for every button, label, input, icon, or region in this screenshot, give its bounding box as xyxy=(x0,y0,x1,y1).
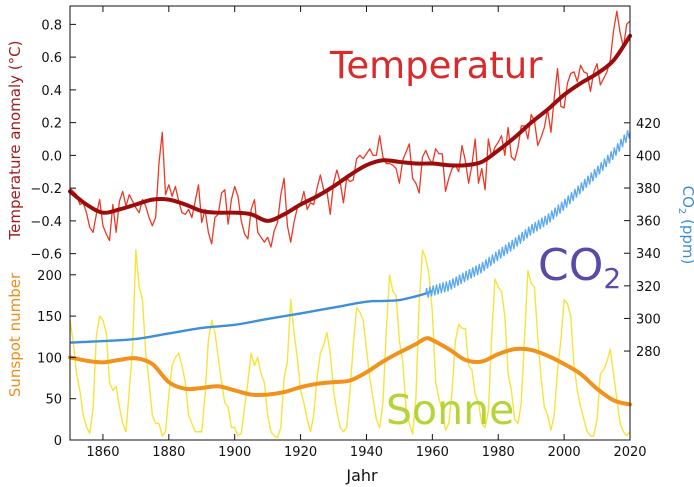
x-tick-label: 1860 xyxy=(86,445,119,460)
plot-frame xyxy=(69,5,631,441)
x-tick-label: 1980 xyxy=(482,445,515,460)
temperature-tick-label: 0.2 xyxy=(41,117,62,132)
x-tick-label: 1940 xyxy=(350,445,383,460)
temperature-smoothed-line xyxy=(68,33,632,223)
co2-tick-label: 280 xyxy=(636,345,661,360)
co2-axis-title: CO2 (ppm) xyxy=(676,186,694,265)
sunspot-series xyxy=(68,249,632,439)
temperature-tick-label: −0.4 xyxy=(30,215,62,230)
co2-annotation-sub: 2 xyxy=(603,262,621,295)
temperature-tick-label: 0.4 xyxy=(41,84,62,99)
sunspot-tick-label: 0 xyxy=(54,434,62,449)
co2-tick-label: 380 xyxy=(636,182,661,197)
x-tick-label: 2000 xyxy=(548,445,581,460)
co2-axis-title-unit: (ppm) xyxy=(679,214,694,264)
temperature-tick-label: −0.2 xyxy=(30,182,62,197)
temperature-tick-label: 0.6 xyxy=(41,51,62,66)
co2-annotation-main: CO xyxy=(538,240,603,291)
co2-series xyxy=(69,130,631,344)
x-tick-label: 1900 xyxy=(218,445,251,460)
sunspot-tick-label: 200 xyxy=(37,269,62,284)
sunspot-tick-label: 50 xyxy=(45,393,62,408)
sonne-annotation: Sonne xyxy=(386,386,514,434)
co2-tick-label: 320 xyxy=(636,280,661,295)
temperature-annual-line xyxy=(69,10,631,248)
temperature-annotation: Temperatur xyxy=(329,44,543,87)
x-tick-label: 1960 xyxy=(416,445,449,460)
sunspot-axis-title: Sunspot number xyxy=(6,272,24,397)
temperature-tick-label: 0.0 xyxy=(41,149,62,164)
co2-ice-core-line xyxy=(69,289,433,344)
co2-axis-title-sub: 2 xyxy=(676,208,687,214)
sunspot-annual-line xyxy=(69,249,631,439)
temperature-series xyxy=(68,10,632,248)
co2-annotation: CO2 xyxy=(538,240,621,295)
co2-mauna-loa-line xyxy=(425,130,631,298)
co2-tick-label: 300 xyxy=(636,312,661,327)
co2-tick-label: 420 xyxy=(636,117,661,132)
axes: 1860 1880 1900 1920 1940 1960 1980 2000 2020−0.6… xyxy=(30,5,661,460)
x-axis-title: Jahr xyxy=(345,466,378,485)
x-tick-label: 1880 xyxy=(152,445,185,460)
temperature-tick-label: 0.8 xyxy=(41,18,62,33)
temperature-axis-title: Temperature anomaly (°C) xyxy=(6,41,24,241)
x-tick-label: 2020 xyxy=(613,445,646,460)
co2-tick-label: 360 xyxy=(636,215,661,230)
sunspot-smoothed-line xyxy=(68,336,632,407)
temperature-tick-label: −0.6 xyxy=(30,248,62,263)
x-tick-label: 1920 xyxy=(284,445,317,460)
co2-tick-label: 400 xyxy=(636,149,661,164)
co2-axis-title-main: CO xyxy=(679,186,694,208)
sunspot-tick-label: 100 xyxy=(37,351,62,366)
sunspot-tick-label: 150 xyxy=(37,310,62,325)
co2-tick-label: 340 xyxy=(636,247,661,262)
